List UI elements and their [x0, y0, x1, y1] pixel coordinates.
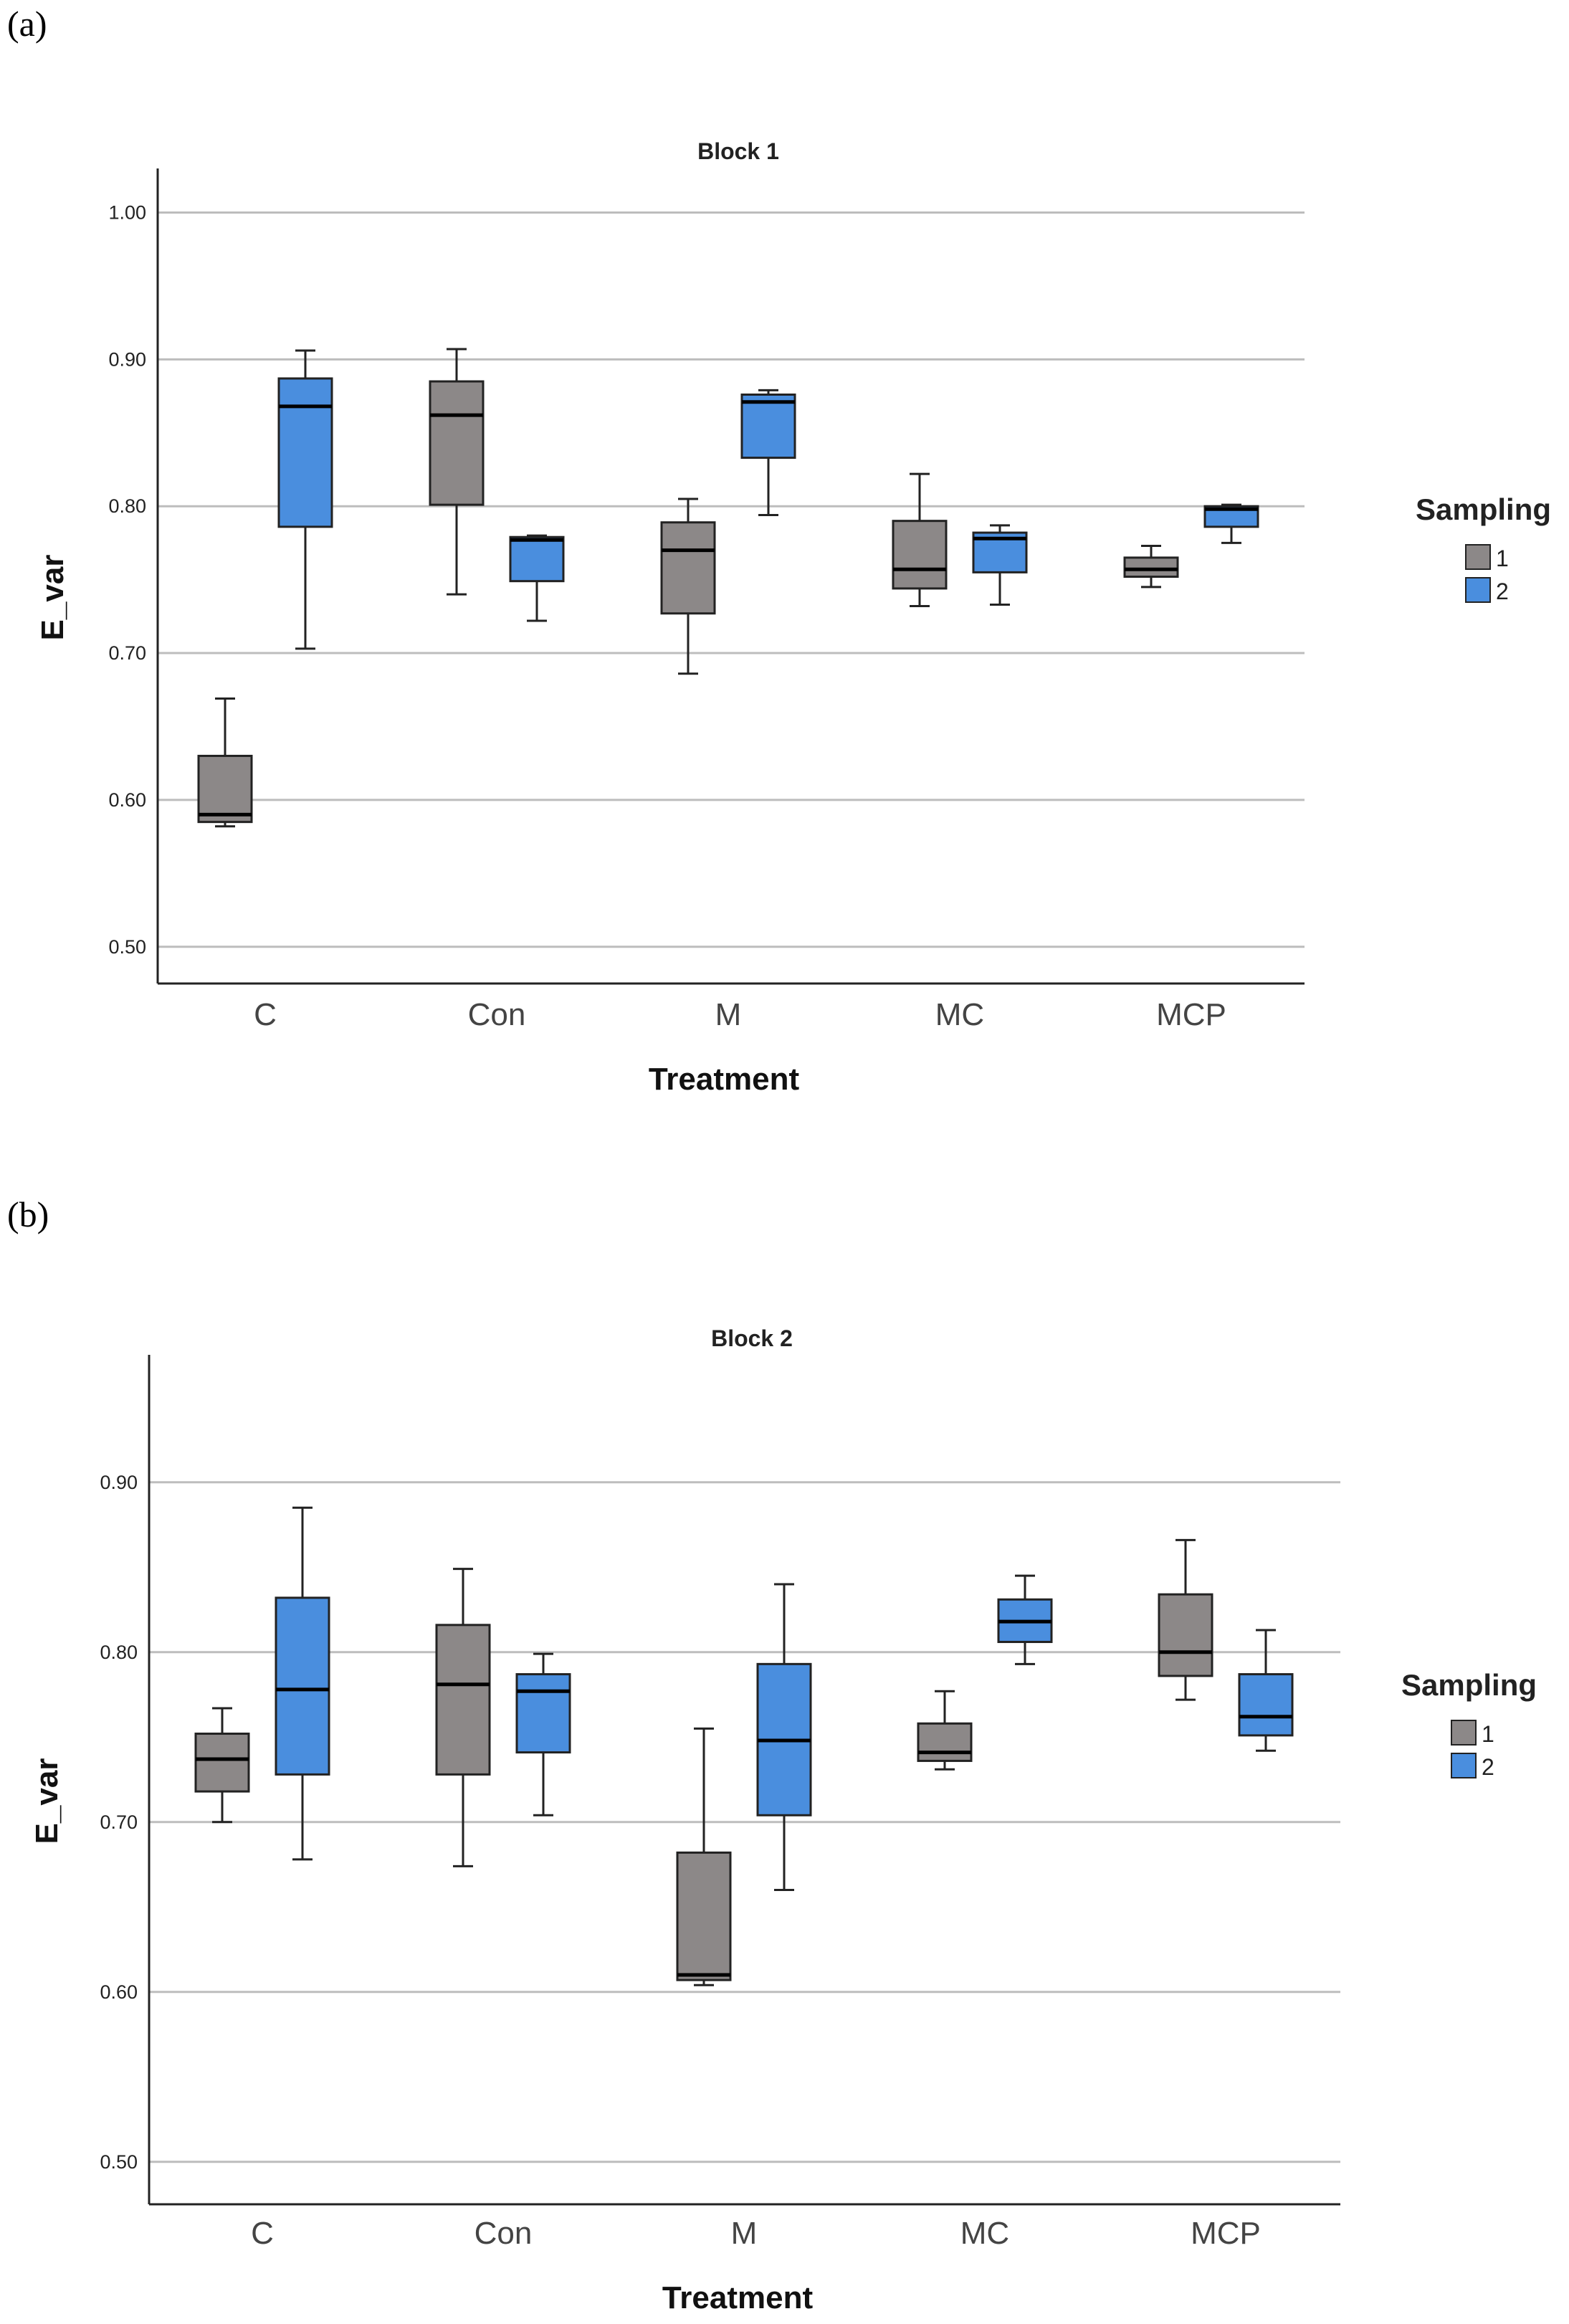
box-1-C: [194, 1707, 250, 1824]
box-1-MCP: [1158, 1538, 1213, 1701]
x-axis-label: Treatment: [649, 1062, 800, 1097]
box-iqr: [435, 1624, 491, 1776]
box-2-MC: [997, 1574, 1053, 1665]
box-1-MC: [917, 1690, 973, 1771]
box-iqr: [660, 521, 716, 615]
box-2-MCP: [1203, 503, 1259, 544]
legend-label-1: 1: [1496, 546, 1509, 571]
x-tick-label: C: [251, 2216, 274, 2251]
y-tick-label: 1.00: [108, 201, 146, 223]
box-2-M: [740, 389, 796, 516]
box-2-Con: [515, 1652, 571, 1816]
y-tick-label: 0.90: [100, 1472, 138, 1493]
box-2-C: [275, 1506, 330, 1861]
y-tick-label: 0.60: [108, 789, 146, 811]
box-2-M: [756, 1583, 812, 1892]
box-1-C: [197, 697, 253, 828]
y-axis-label: E_var: [35, 555, 70, 641]
panel-label-a: (a): [7, 4, 47, 44]
x-tick-label: M: [715, 997, 742, 1032]
legend: Sampling 1 2: [1416, 492, 1551, 604]
legend-label-2: 2: [1496, 578, 1509, 604]
box-1-Con: [429, 348, 485, 596]
y-tick-label: 0.70: [100, 1811, 138, 1833]
x-tick-label: MC: [935, 997, 984, 1032]
chart-title: Block 1: [697, 138, 779, 164]
chart-title: Block 2: [711, 1325, 793, 1351]
box-1-M: [676, 1727, 732, 1986]
box-1-M: [660, 497, 716, 675]
legend-label-1: 1: [1482, 1721, 1494, 1747]
box-iqr: [197, 754, 253, 824]
legend: Sampling 1 2: [1401, 1668, 1537, 1780]
box-iqr: [1158, 1593, 1213, 1677]
box-iqr: [515, 1673, 571, 1754]
box-iqr: [676, 1851, 732, 1981]
y-tick-label: 0.50: [100, 2151, 138, 2173]
x-tick-label: C: [254, 997, 277, 1032]
box-iqr: [275, 1596, 330, 1776]
box-1-MCP: [1123, 545, 1179, 589]
box-iqr: [1123, 556, 1179, 578]
chart-2: 0.50 0.60 0.70 0.80 0.90 Block 2 C Con M MC MCP Tre…: [29, 1325, 1537, 2315]
y-tick-label: 0.90: [108, 348, 146, 370]
box-iqr: [509, 535, 565, 583]
legend-swatch-1: [1451, 1720, 1477, 1746]
box-iqr: [194, 1733, 250, 1793]
legend-swatch-2: [1465, 577, 1491, 603]
x-tick-label: MCP: [1156, 997, 1226, 1032]
box-iqr: [917, 1722, 973, 1762]
x-tick-label: MC: [960, 2216, 1009, 2251]
legend-title: Sampling: [1416, 492, 1551, 526]
box-iqr: [892, 520, 948, 590]
x-tick-label: M: [731, 2216, 758, 2251]
box-1-Con: [435, 1568, 491, 1867]
legend-title: Sampling: [1401, 1668, 1537, 1702]
y-tick-label: 0.80: [100, 1642, 138, 1663]
x-tick-label: MCP: [1191, 2216, 1261, 2251]
y-tick-label: 0.70: [108, 642, 146, 664]
legend-swatch-2: [1451, 1753, 1477, 1778]
y-tick-label: 0.50: [108, 936, 146, 958]
y-tick-label: 0.60: [100, 1981, 138, 2003]
box-2-C: [277, 349, 333, 650]
box-2-MCP: [1238, 1629, 1294, 1752]
x-tick-label: Con: [468, 997, 526, 1032]
x-axis-label: Treatment: [662, 2280, 814, 2315]
legend-swatch-1: [1465, 544, 1491, 570]
box-2-MC: [972, 524, 1028, 606]
x-tick-label: Con: [474, 2216, 533, 2251]
y-tick-label: 0.80: [108, 495, 146, 517]
box-1-MC: [892, 472, 948, 607]
box-iqr: [740, 393, 796, 459]
box-2-Con: [509, 534, 565, 622]
box-iqr: [1238, 1673, 1294, 1737]
legend-label-2: 2: [1482, 1754, 1494, 1780]
box-iqr: [277, 377, 333, 528]
panel-label-b: (b): [7, 1194, 49, 1234]
y-axis-label: E_var: [29, 1758, 65, 1844]
box-iqr: [429, 380, 485, 506]
chart-1: 0.50 0.60 0.70 0.80 0.90 1.00 Block 1 C Con M MC MC…: [35, 138, 1551, 1097]
